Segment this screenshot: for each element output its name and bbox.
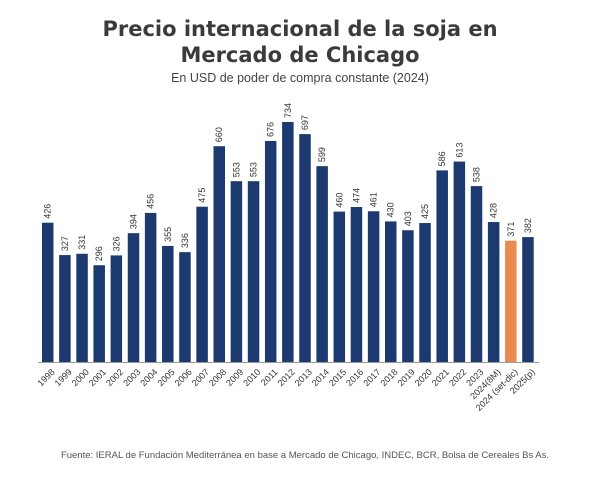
bar-2008 — [213, 146, 225, 362]
x-tick-label: 1998 — [35, 367, 56, 388]
data-label: 599 — [317, 147, 327, 162]
bar-2021 — [436, 170, 448, 362]
x-tick-label: 2000 — [70, 367, 91, 388]
chart-title-line-2: Mercado de Chicago — [180, 43, 420, 67]
data-label: 426 — [43, 204, 53, 219]
x-tick-label: 2010 — [241, 367, 262, 388]
data-label: 697 — [300, 115, 310, 130]
x-tick-label: 2002 — [104, 367, 125, 388]
data-label: 296 — [94, 246, 104, 261]
bar-2016 — [350, 207, 363, 362]
data-label: 461 — [369, 192, 379, 207]
x-tick-label: 1999 — [53, 367, 74, 388]
bar-2018 — [385, 221, 397, 362]
data-label: 456 — [146, 194, 156, 209]
data-label: 460 — [334, 193, 344, 208]
x-tick-label: 2006 — [173, 367, 194, 388]
data-label: 613 — [454, 143, 464, 158]
bar-2015 — [333, 211, 346, 362]
x-tick-label: 2014 — [310, 367, 331, 388]
data-label: 331 — [77, 235, 87, 250]
source-note: Fuente: IERAL de Fundación Mediterránea … — [60, 450, 550, 461]
x-tick-label: 2022 — [447, 367, 468, 388]
bar-2022 — [453, 161, 466, 362]
data-label: 553 — [231, 162, 241, 177]
data-label: 403 — [403, 211, 413, 226]
bar-2014 — [316, 166, 328, 362]
bar-2010 — [247, 181, 260, 362]
x-tick-label: 2001 — [87, 367, 108, 388]
data-label: 538 — [472, 167, 482, 182]
bar-2005 — [162, 245, 174, 362]
chart-title: Precio internacional de la soja en Merca… — [0, 16, 600, 68]
data-label: 327 — [60, 236, 70, 251]
x-tick-label: 2015 — [327, 367, 348, 388]
x-tick-label: 2016 — [344, 367, 365, 388]
chart-title-line-1: Precio internacional de la soja en — [102, 17, 498, 41]
bar-2024-8m- — [487, 222, 500, 362]
bar-2025-p- — [522, 237, 534, 362]
bar-2023 — [470, 186, 483, 362]
bar-1999 — [59, 255, 71, 362]
bar-2000 — [76, 253, 88, 362]
data-label: 475 — [197, 188, 207, 203]
data-label: 355 — [163, 227, 173, 242]
x-tick-label: 2005 — [156, 367, 177, 388]
bar-2024-set-dic- — [505, 240, 517, 362]
bar-2011 — [264, 140, 277, 362]
x-tick-label: 2007 — [190, 367, 211, 388]
bar-2020 — [419, 223, 431, 362]
bar-2006 — [179, 252, 191, 362]
bar-2004 — [144, 212, 157, 362]
data-label: 428 — [489, 203, 499, 218]
data-label: 586 — [437, 151, 447, 166]
x-tick-label: 2019 — [396, 367, 417, 388]
data-label: 425 — [420, 204, 430, 219]
x-tick-label: 2009 — [224, 367, 245, 388]
x-tick-label: 2020 — [413, 367, 434, 388]
x-tick-label: 2004 — [138, 367, 159, 388]
data-label: 430 — [386, 202, 396, 217]
x-tick-label: 2017 — [361, 367, 382, 388]
data-label: 676 — [266, 122, 276, 137]
data-label: 734 — [283, 103, 293, 118]
data-label: 371 — [506, 222, 516, 237]
data-label: 336 — [180, 233, 190, 248]
data-label: 660 — [214, 127, 224, 142]
x-tick-label: 2011 — [259, 367, 280, 388]
bar-1998 — [42, 222, 54, 362]
bar-2002 — [110, 255, 123, 362]
bar-2007 — [196, 206, 208, 362]
x-tick-label: 2012 — [276, 367, 297, 388]
bar-2012 — [282, 122, 294, 362]
x-tick-label: 2018 — [378, 367, 399, 388]
bar-chart: 426 1998 327 1999 331 2000 296 2001 326 2002 394 20… — [35, 103, 540, 413]
x-tick-label: 2013 — [293, 367, 314, 388]
data-label: 553 — [249, 162, 259, 177]
bar-2009 — [230, 181, 243, 362]
x-tick-label: 2003 — [121, 367, 142, 388]
data-label: 382 — [523, 218, 533, 233]
data-label: 474 — [351, 188, 361, 203]
chart-subtitle: En USD de poder de compra constante (202… — [171, 71, 429, 85]
x-tick-label: 2008 — [207, 367, 228, 388]
bar-2017 — [367, 211, 380, 362]
x-tick-label: 2021 — [430, 367, 451, 388]
bar-2019 — [402, 230, 414, 362]
data-label: 326 — [111, 236, 121, 251]
bar-2003 — [127, 233, 140, 362]
bar-2001 — [93, 265, 105, 362]
data-label: 394 — [129, 214, 139, 229]
bar-2013 — [299, 134, 311, 362]
